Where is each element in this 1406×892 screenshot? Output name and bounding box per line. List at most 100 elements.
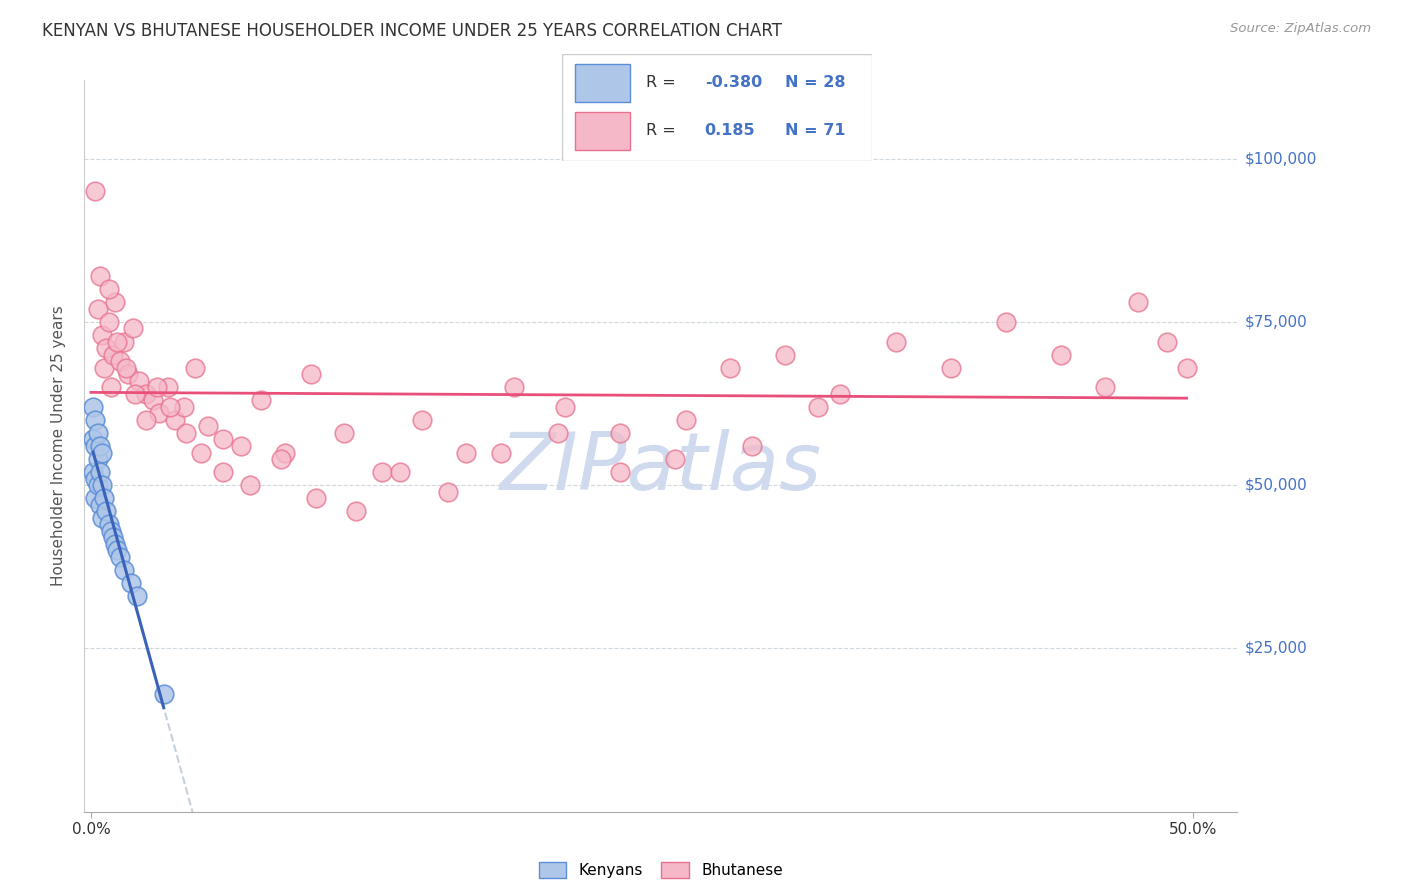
Text: $100,000: $100,000	[1244, 151, 1316, 166]
Point	[84, 439, 107, 453]
Point	[112, 334, 135, 349]
Point	[741, 439, 763, 453]
Point	[411, 413, 433, 427]
Text: ZIPatlas: ZIPatlas	[499, 429, 823, 507]
Point	[229, 439, 252, 453]
Point	[96, 341, 118, 355]
Point	[807, 400, 830, 414]
Point	[212, 465, 235, 479]
Point	[249, 393, 271, 408]
Text: N = 28: N = 28	[785, 75, 845, 90]
Point	[82, 400, 104, 414]
Point	[108, 549, 131, 564]
Point	[146, 380, 169, 394]
Point	[101, 530, 124, 544]
Point	[84, 184, 107, 198]
Point	[91, 478, 114, 492]
Point	[84, 491, 107, 506]
Point	[93, 360, 115, 375]
Point	[112, 563, 135, 577]
Text: $50,000: $50,000	[1244, 478, 1308, 492]
Point	[128, 374, 150, 388]
Text: 0.185: 0.185	[704, 123, 755, 138]
Point	[939, 360, 962, 375]
Y-axis label: Householder Income Under 25 years: Householder Income Under 25 years	[51, 306, 66, 586]
Point	[148, 406, 170, 420]
Text: -0.380: -0.380	[704, 75, 762, 90]
Point	[830, 386, 852, 401]
Text: $25,000: $25,000	[1244, 641, 1308, 656]
Point	[84, 472, 107, 486]
Point	[115, 360, 138, 375]
Point	[121, 321, 143, 335]
Point	[718, 360, 741, 375]
Point	[93, 491, 115, 506]
Point	[1050, 348, 1073, 362]
Point	[159, 400, 181, 414]
Point	[96, 504, 118, 518]
Point	[190, 445, 212, 459]
Point	[554, 400, 576, 414]
Point	[157, 380, 180, 394]
Point	[454, 445, 477, 459]
Point	[101, 348, 124, 362]
Text: Source: ZipAtlas.com: Source: ZipAtlas.com	[1230, 22, 1371, 36]
Point	[89, 498, 111, 512]
Point	[609, 425, 631, 440]
Point	[107, 334, 129, 349]
Point	[91, 445, 114, 459]
Point	[86, 301, 108, 316]
Point	[120, 576, 142, 591]
Point	[135, 413, 157, 427]
Point	[135, 386, 157, 401]
Point	[675, 413, 697, 427]
Point	[197, 419, 219, 434]
FancyBboxPatch shape	[562, 54, 872, 161]
Point	[97, 282, 120, 296]
Point	[174, 425, 197, 440]
Point	[91, 328, 114, 343]
Point	[503, 380, 526, 394]
Point	[270, 452, 292, 467]
Point	[82, 465, 104, 479]
Point	[437, 484, 460, 499]
Point	[388, 465, 411, 479]
Point	[547, 425, 569, 440]
Point	[994, 315, 1017, 329]
Text: $75,000: $75,000	[1244, 314, 1308, 329]
Point	[1156, 334, 1178, 349]
Point	[86, 452, 108, 467]
Point	[104, 295, 127, 310]
Point	[344, 504, 367, 518]
Point	[1126, 295, 1149, 310]
Point	[86, 425, 108, 440]
Point	[91, 511, 114, 525]
Bar	[575, 64, 630, 102]
Point	[107, 543, 129, 558]
Point	[100, 380, 122, 394]
Text: R =: R =	[645, 75, 681, 90]
Point	[124, 386, 146, 401]
Point	[274, 445, 297, 459]
Point	[884, 334, 907, 349]
Point	[173, 400, 195, 414]
Bar	[575, 112, 630, 150]
Point	[89, 465, 111, 479]
Point	[104, 537, 127, 551]
Point	[127, 589, 149, 603]
Point	[299, 367, 322, 381]
Point	[108, 354, 131, 368]
Point	[664, 452, 686, 467]
Point	[239, 478, 262, 492]
Point	[163, 413, 186, 427]
Point	[371, 465, 394, 479]
Point	[89, 439, 111, 453]
Point	[1175, 360, 1198, 375]
Point	[775, 348, 797, 362]
Point	[142, 393, 165, 408]
Point	[97, 315, 120, 329]
Legend: Kenyans, Bhutanese: Kenyans, Bhutanese	[533, 855, 789, 885]
Text: R =: R =	[645, 123, 686, 138]
Point	[89, 269, 111, 284]
Point	[489, 445, 512, 459]
